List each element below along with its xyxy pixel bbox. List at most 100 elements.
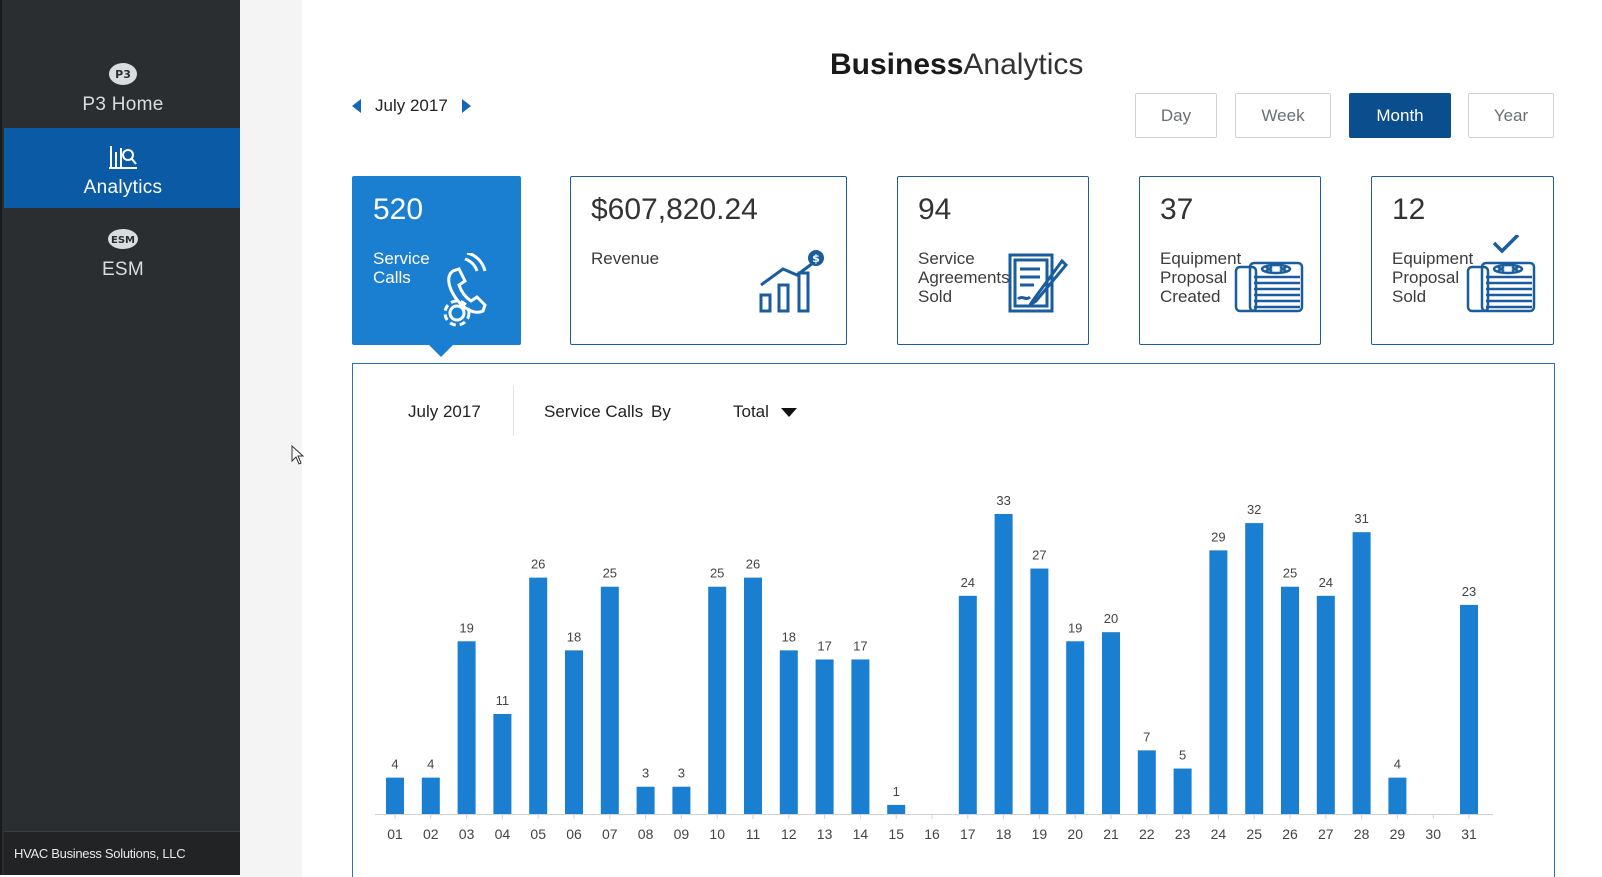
chart-bar[interactable] — [1316, 595, 1335, 814]
analytics-icon — [109, 146, 137, 169]
chart-bar[interactable] — [421, 777, 440, 814]
service-calls-bar-chart: 4014021903110426051806250730830925102611… — [375, 493, 1493, 842]
sidebar-item-analytics[interactable]: Analytics — [4, 128, 242, 208]
data-label: 11 — [496, 693, 510, 708]
chart-bar[interactable] — [815, 659, 834, 814]
x-tick-label: 10 — [709, 826, 725, 842]
chart-bar[interactable] — [1281, 586, 1299, 814]
chart-bar[interactable] — [636, 786, 655, 814]
kpi-label: Revenue — [591, 249, 660, 268]
chart-bar[interactable] — [994, 514, 1013, 814]
data-label: 25 — [710, 566, 724, 581]
current-period: July 2017 — [375, 96, 448, 115]
group-by-value: Total — [733, 402, 769, 421]
previous-period-icon[interactable] — [352, 99, 361, 113]
chart-panel: July 2017 Service Calls By Total 4 01 4 02 1… — [352, 363, 1555, 877]
chart-bar[interactable] — [1460, 604, 1478, 814]
chart-bar[interactable] — [1352, 532, 1371, 814]
x-tick-label: 29 — [1390, 826, 1406, 842]
x-tick-label: 03 — [459, 826, 475, 842]
range-month-button[interactable]: Month — [1349, 93, 1451, 138]
x-tick-label: 14 — [853, 826, 869, 842]
x-tick-label: 11 — [746, 826, 761, 842]
data-label: 4 — [427, 757, 434, 772]
kpi-label: Service Calls — [373, 249, 430, 287]
kpi-card-proposal-created[interactable]: 37 Equipment Proposal Created — [1139, 176, 1321, 345]
x-tick-label: 16 — [924, 826, 940, 842]
x-tick-label: 21 — [1103, 826, 1119, 842]
x-tick-label: 07 — [602, 826, 618, 842]
x-tick-label: 17 — [960, 826, 976, 842]
divider — [513, 386, 514, 436]
chart-bar[interactable] — [457, 641, 476, 814]
page-title-light: Analytics — [963, 48, 1084, 81]
chart-bar[interactable] — [851, 659, 870, 814]
data-label: 24 — [1319, 575, 1333, 590]
chart-bar[interactable] — [600, 586, 619, 814]
chart-bar[interactable] — [1102, 632, 1120, 814]
x-tick-label: 22 — [1139, 826, 1155, 842]
kpi-card-service-calls[interactable]: 520 Service Calls — [352, 176, 521, 357]
chart-bar[interactable] — [744, 577, 762, 814]
chart-bar[interactable] — [529, 577, 548, 814]
data-label: 26 — [531, 557, 545, 572]
sidebar-item-p3-home[interactable]: P3 P3 Home — [4, 45, 242, 125]
range-year-button[interactable]: Year — [1468, 93, 1554, 138]
chart-bar[interactable] — [1209, 550, 1228, 814]
chart-bar[interactable] — [1173, 768, 1192, 814]
data-label: 31 — [1354, 511, 1368, 526]
data-label: 27 — [1032, 548, 1046, 563]
chart-bar[interactable] — [1137, 750, 1156, 814]
chart-bar[interactable] — [958, 595, 977, 814]
data-label: 32 — [1247, 502, 1261, 517]
chart-bar[interactable] — [565, 650, 583, 814]
kpi-card-revenue[interactable]: $607,820.24 Revenue $ — [570, 176, 847, 345]
chart-by-label: By — [651, 402, 671, 421]
x-tick-label: 05 — [530, 826, 546, 842]
kpi-card-service-agreements[interactable]: 94 Service Agreements Sold — [897, 176, 1089, 345]
chart-bar[interactable] — [386, 777, 404, 814]
kpi-value: 94 — [918, 193, 952, 226]
data-label: 3 — [678, 766, 685, 781]
kpi-value: 37 — [1160, 193, 1194, 226]
next-period-icon[interactable] — [461, 99, 471, 113]
chart-bar[interactable] — [1388, 777, 1407, 814]
x-tick-label: 02 — [423, 826, 439, 842]
chart-bar[interactable] — [708, 586, 727, 814]
contract-pen-icon — [1008, 253, 1069, 313]
x-tick-label: 26 — [1282, 826, 1298, 842]
range-day-button[interactable]: Day — [1135, 93, 1217, 138]
x-tick-label: 08 — [638, 826, 654, 842]
data-label: 20 — [1104, 611, 1118, 626]
page-title: BusinessAnalytics — [830, 48, 1083, 82]
p3-logo-icon: P3 — [109, 63, 137, 85]
range-week-button[interactable]: Week — [1235, 93, 1331, 138]
data-label: 1 — [893, 784, 900, 799]
data-label: 19 — [1068, 620, 1082, 635]
group-by-dropdown[interactable]: Total — [733, 402, 797, 422]
chart-bar[interactable] — [493, 714, 512, 814]
chart-bar[interactable] — [887, 804, 906, 814]
data-label: 24 — [961, 575, 975, 590]
x-tick-label: 28 — [1354, 826, 1370, 842]
sidebar-footer: HVAC Business Solutions, LLC — [4, 831, 242, 875]
kpi-value: $607,820.24 — [591, 193, 758, 226]
data-label: 5 — [1179, 748, 1186, 763]
period-navigator: July 2017 — [352, 96, 471, 116]
data-label: 18 — [782, 629, 796, 644]
chart-bar[interactable] — [779, 650, 798, 814]
data-label: 17 — [817, 638, 831, 653]
kpi-card-proposal-sold[interactable]: 12 Equipment Proposal Sold — [1371, 176, 1554, 345]
svg-text:$: $ — [812, 252, 820, 265]
data-label: 33 — [996, 493, 1010, 508]
chart-bar[interactable] — [1030, 568, 1049, 814]
chart-bar[interactable] — [1066, 641, 1085, 814]
equipment-sold-icon — [1466, 235, 1536, 313]
data-label: 3 — [642, 766, 649, 781]
chart-bar[interactable] — [1245, 523, 1264, 814]
x-tick-label: 23 — [1175, 826, 1191, 842]
gutter — [240, 0, 302, 877]
chart-bar[interactable] — [672, 786, 691, 814]
phone-gear-icon — [443, 253, 487, 327]
sidebar-item-esm[interactable]: ESM ESM — [4, 210, 242, 290]
